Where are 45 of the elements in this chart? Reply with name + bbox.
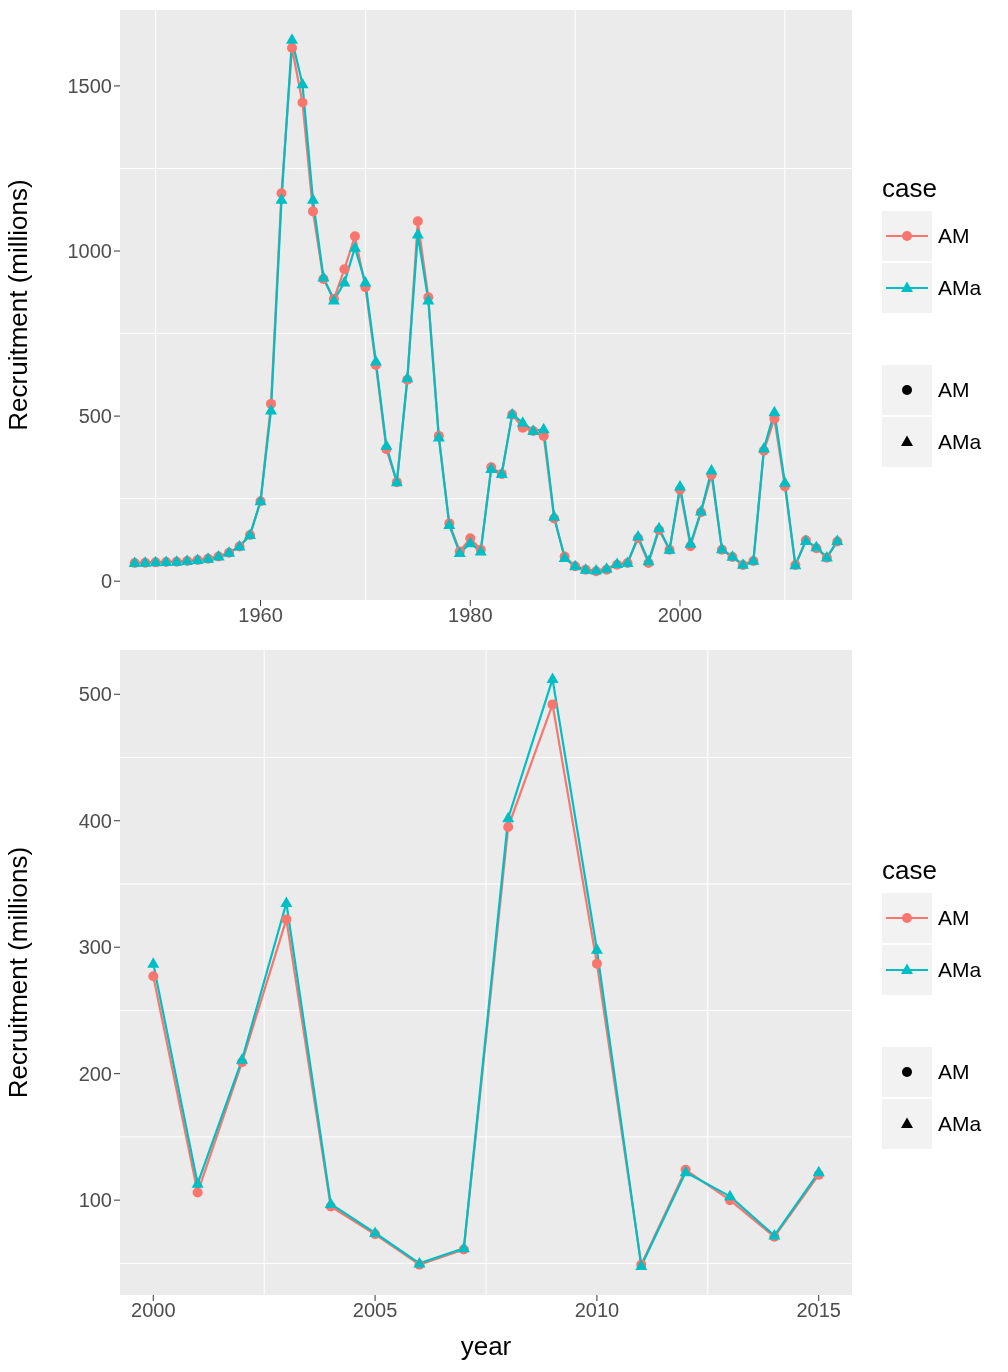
point (590, 943, 603, 954)
legend-title: case (882, 855, 938, 886)
point (147, 957, 160, 968)
point (591, 958, 602, 969)
point (236, 1053, 248, 1064)
point (502, 811, 515, 823)
y-axis-title: Recruitment (millions) (3, 846, 34, 1099)
legend-label: AM (938, 223, 970, 248)
legend-label: AMa (938, 958, 982, 982)
point (812, 1165, 825, 1177)
y-tick-label: 300 (78, 936, 112, 959)
text: AM (938, 1060, 970, 1083)
legend-title: case (882, 172, 938, 204)
x-tick-label: 2000 (131, 1299, 176, 1322)
y-tick-label: 1500 (67, 75, 112, 98)
y-axis-title: Recruitment (millions) (3, 179, 34, 431)
point (503, 822, 514, 833)
legend-label: AMa (938, 275, 982, 300)
text: AM (938, 377, 970, 401)
point (281, 914, 292, 925)
y-tick-label: 500 (78, 683, 112, 706)
point (191, 1177, 204, 1188)
point (547, 699, 558, 710)
x-tick-label: 2010 (574, 1299, 620, 1322)
x-tick-label: 1960 (238, 604, 283, 627)
y-tick-label: 1000 (67, 240, 112, 263)
y-tick-label: 0 (100, 570, 112, 593)
y-tick-label: 500 (78, 405, 112, 428)
point (280, 896, 293, 907)
x-tick-label: 2015 (796, 1299, 841, 1322)
point (546, 672, 559, 684)
text: AMa (938, 1112, 982, 1135)
point (724, 1189, 736, 1201)
legend-label: AM (938, 906, 970, 930)
x-tick-label: 2000 (657, 604, 703, 627)
point (324, 1197, 337, 1208)
y-tick-label: 200 (78, 1062, 112, 1085)
point (148, 971, 159, 982)
y-tick-label: 100 (78, 1189, 112, 1212)
text: AMa (938, 429, 982, 453)
x-tick-label: 1980 (448, 604, 493, 627)
x-tick-label: 2005 (352, 1299, 398, 1322)
y-tick-label: 400 (78, 809, 112, 832)
point (192, 1187, 203, 1198)
x-axis-title: year (460, 1331, 512, 1361)
